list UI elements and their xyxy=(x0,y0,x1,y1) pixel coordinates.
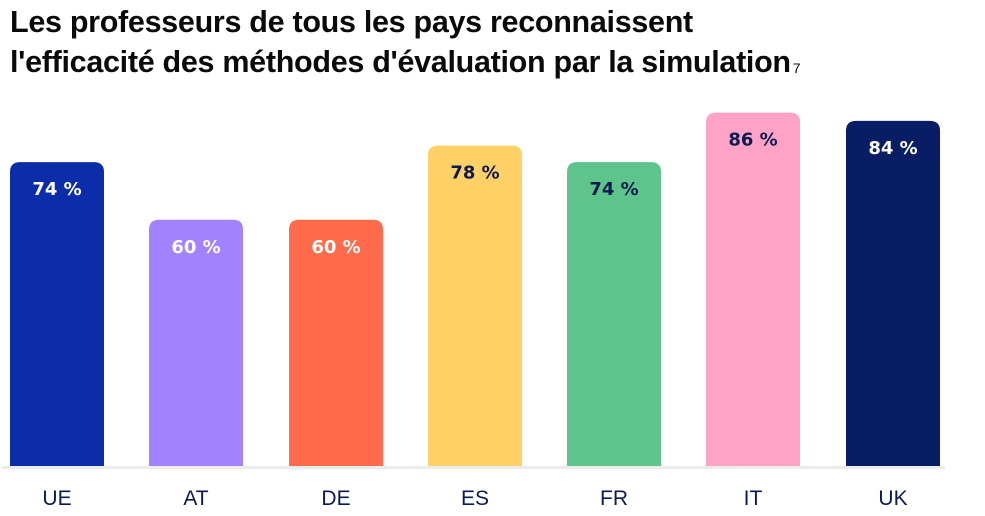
title-line-1: Les professeurs de tous les pays reconna… xyxy=(10,5,693,39)
chart-title: Les professeurs de tous les pays reconna… xyxy=(10,2,985,82)
x-tick-label-it: IT xyxy=(744,487,763,510)
bar-de xyxy=(289,219,383,467)
bar-fr xyxy=(567,162,661,467)
value-label-fr: 74 % xyxy=(589,179,638,200)
x-tick-label-at: AT xyxy=(183,487,208,510)
x-tick-label-de: DE xyxy=(321,487,350,510)
footnote-marker: 7 xyxy=(792,60,801,76)
value-label-it: 86 % xyxy=(728,130,777,151)
value-label-uk: 84 % xyxy=(868,138,917,159)
x-tick-label-uk: UK xyxy=(878,487,907,510)
x-axis-line xyxy=(2,466,945,469)
value-label-ue: 74 % xyxy=(32,179,81,200)
x-tick-label-es: ES xyxy=(461,487,489,510)
value-label-de: 60 % xyxy=(311,237,360,258)
bar-es xyxy=(428,145,522,467)
x-tick-label-fr: FR xyxy=(600,487,628,510)
title-line-2: l'efficacité des méthodes d'évaluation p… xyxy=(10,45,791,79)
value-label-at: 60 % xyxy=(171,237,220,258)
bar-it xyxy=(706,112,800,468)
bar-at xyxy=(149,219,243,467)
bar-uk xyxy=(846,120,940,468)
x-tick-label-ue: UE xyxy=(42,487,71,510)
value-label-es: 78 % xyxy=(450,163,499,184)
bar-ue xyxy=(10,162,104,467)
